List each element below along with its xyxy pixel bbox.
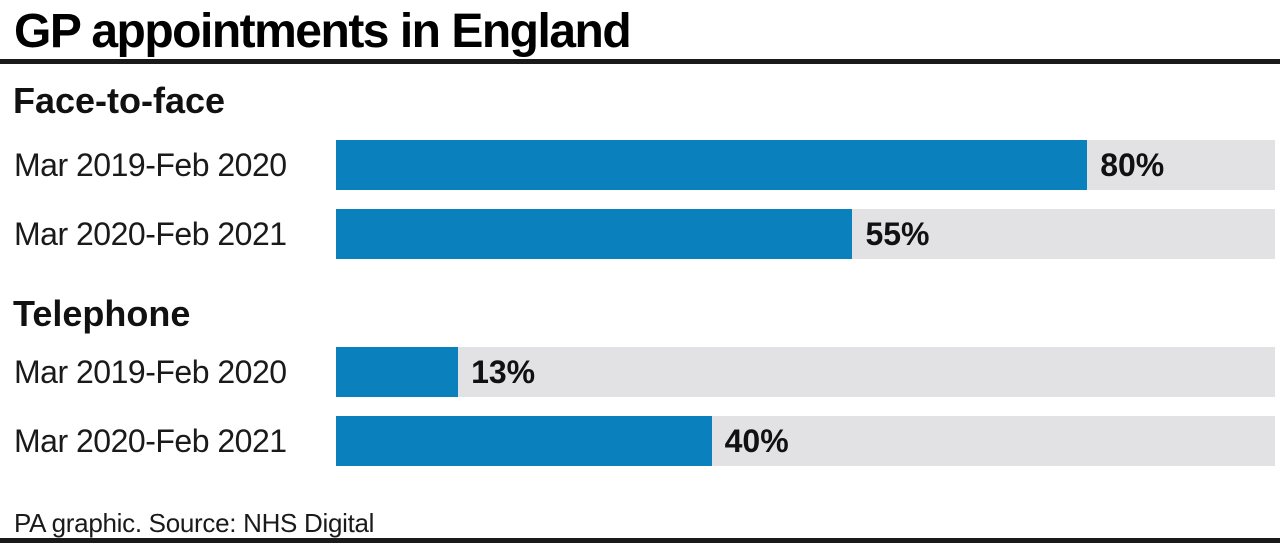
- section-telephone: Telephone Mar 2019-Feb 2020 13% Mar 2020…: [0, 295, 1280, 466]
- chart-header: GP appointments in England: [0, 0, 1280, 58]
- bar-row-telephone-2019: Mar 2019-Feb 2020 13%: [0, 347, 1280, 397]
- bar-category-label: Mar 2019-Feb 2020: [14, 146, 287, 183]
- bar-row-face-2019: Mar 2019-Feb 2020 80%: [0, 140, 1280, 190]
- bar-track: 80%: [336, 140, 1275, 190]
- bottom-border-rule: [0, 538, 1280, 543]
- bar-fill: [336, 416, 712, 466]
- bar-row-face-2020: Mar 2020-Feb 2021 55%: [0, 209, 1280, 259]
- bar-value-label: 13%: [471, 353, 536, 390]
- chart-title: GP appointments in England: [14, 5, 632, 58]
- title-divider-rule: [0, 59, 1280, 64]
- source-attribution: PA graphic. Source: NHS Digital: [14, 508, 375, 538]
- section-heading-telephone: Telephone: [13, 293, 191, 334]
- bar-category-label: Mar 2020-Feb 2021: [14, 215, 287, 252]
- bar-track: 40%: [336, 416, 1275, 466]
- bar-value-label: 40%: [724, 422, 789, 459]
- bar-track: 13%: [336, 347, 1275, 397]
- section-heading-face-to-face: Face-to-face: [13, 80, 226, 121]
- bar-fill: [336, 209, 853, 259]
- section-face-to-face: Face-to-face Mar 2019-Feb 2020 80% Mar 2…: [0, 82, 1280, 259]
- bar-value-label: 55%: [865, 215, 930, 252]
- bar-value-label: 80%: [1100, 146, 1165, 183]
- bar-category-label: Mar 2019-Feb 2020: [14, 353, 287, 390]
- bar-fill: [336, 347, 459, 397]
- bar-category-label: Mar 2020-Feb 2021: [14, 422, 287, 459]
- bar-row-telephone-2020: Mar 2020-Feb 2021 40%: [0, 416, 1280, 466]
- bar-track: 55%: [336, 209, 1275, 259]
- bar-fill: [336, 140, 1088, 190]
